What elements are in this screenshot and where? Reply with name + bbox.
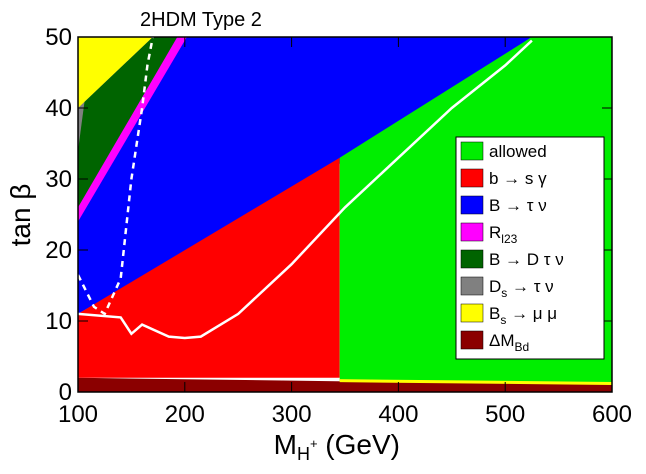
x-axis-label: MH+ (GeV) (274, 429, 400, 464)
legend-swatch-bdtaunu (460, 249, 484, 269)
chart-title: 2HDM Type 2 (140, 9, 262, 31)
legend-label-dstaunu: Ds → τ ν (489, 277, 554, 300)
axis-ticks: 100 200 300 400 500 600 0 10 20 30 40 50 (45, 24, 632, 428)
legend-swatch-btaunu (460, 195, 484, 215)
legend-label-allowed: allowed (489, 142, 547, 161)
region-deltambd (78, 377, 612, 392)
legend-label-main: R (489, 223, 501, 242)
legend-label-main: allowed (489, 142, 547, 161)
x-tick-label: 100 (58, 401, 98, 428)
legend-label-sub: s (501, 286, 507, 300)
x-axis-label-main: M (274, 429, 297, 460)
legend-label-sub: Bd (515, 340, 530, 354)
x-axis-label-unit: (GeV) (318, 429, 400, 460)
legend-label-deltambd: ΔMBd (489, 331, 529, 354)
region-bsmumu (78, 37, 153, 108)
legend-label-btaunu: B → τ ν (489, 196, 547, 215)
white-solid-line (78, 39, 533, 340)
legend-label-main: B → D τ ν (489, 250, 564, 269)
region-btaunu (78, 37, 532, 378)
y-tick-label: 20 (45, 237, 72, 264)
y-tick-label: 0 (59, 379, 72, 406)
region-bsmumu-band (339, 379, 612, 385)
legend-label-bsmumu: Bs → μ μ (489, 304, 557, 327)
white-dashed-line (78, 37, 155, 316)
y-tick-label: 10 (45, 308, 72, 335)
legend-swatch-bsgamma (460, 168, 484, 188)
legend-label-main: B (489, 304, 500, 323)
legend-label-main: D (489, 277, 501, 296)
legend-label-sub: s (500, 313, 506, 327)
y-tick-label: 50 (45, 24, 72, 51)
legend-label-main: b → s γ (489, 169, 547, 188)
legend-swatch-deltambd (460, 330, 484, 350)
x-axis-label-sup: + (310, 436, 318, 451)
x-axis-label-sub: H (297, 444, 310, 464)
x-tick-label: 200 (165, 401, 205, 428)
x-tick-label: 600 (592, 401, 632, 428)
legend-swatch-rl23 (460, 222, 484, 242)
legend-swatch-bsmumu (460, 303, 484, 323)
y-axis-label: tan β (5, 184, 36, 247)
region-rl23 (78, 37, 187, 222)
legend-label-bdtaunu: B → D τ ν (489, 250, 564, 269)
legend-swatch-allowed (460, 141, 484, 161)
legend-label-tail: → μ μ (506, 304, 557, 323)
legend-label-bsgamma: b → s γ (489, 169, 547, 188)
legend-label-tail: → τ ν (507, 277, 553, 296)
plot-frame (77, 36, 613, 393)
plot-lines (78, 37, 533, 340)
legend-label-rl23: Rl23 (489, 223, 518, 246)
x-tick-label: 500 (485, 401, 525, 428)
legend: allowed b → s γ B → τ ν Rl23 B → D τ ν Ds → τ… (455, 136, 605, 360)
x-tick-label: 400 (378, 401, 418, 428)
region-bsgamma (78, 157, 340, 378)
legend-label-main: B → τ ν (489, 196, 547, 215)
legend-label-main: ΔM (489, 331, 515, 350)
y-tick-label: 30 (45, 166, 72, 193)
legend-label-sub: l23 (501, 232, 517, 246)
x-tick-label: 300 (272, 401, 312, 428)
y-tick-label: 40 (45, 95, 72, 122)
legend-swatch-dstaunu (460, 276, 484, 296)
